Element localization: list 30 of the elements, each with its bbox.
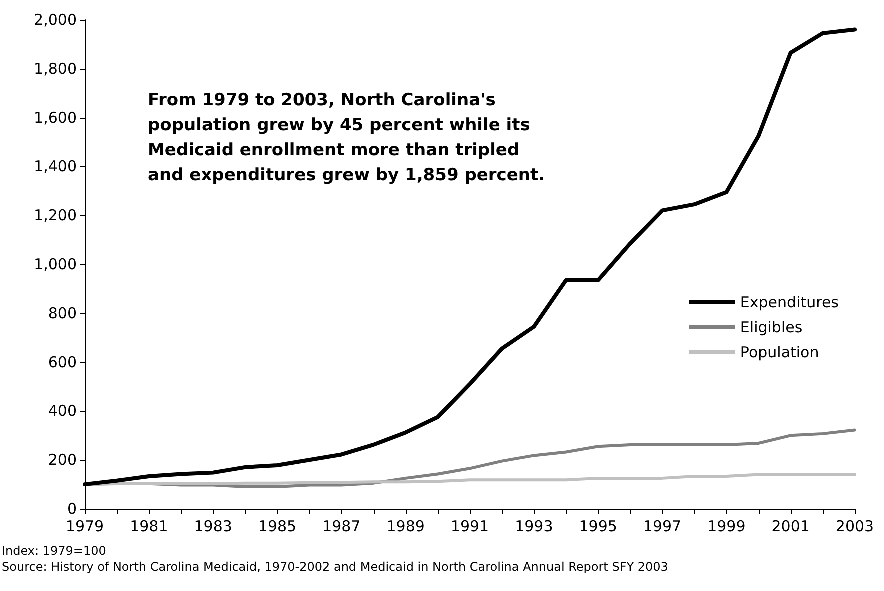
text: Index: 1979=100 xyxy=(2,544,106,558)
legend-label: Eligibles xyxy=(740,318,803,336)
legend-label: Population xyxy=(740,344,820,362)
annotation: From 1979 to 2003, North Carolina's population grew by 45 percent while its Medicaid enrollment more than tripled and expenditures grew by 1,859 percent. xyxy=(148,90,546,186)
x-tick-label: 1991 xyxy=(450,518,490,536)
y-tick-label: 200 xyxy=(48,451,77,470)
legend-label: Expenditures xyxy=(740,294,840,312)
x-tick-label: 1983 xyxy=(194,518,232,536)
x-tick-label: 1995 xyxy=(579,518,618,536)
x-tick-label: 1989 xyxy=(386,518,425,536)
y-tick-label: 2,000 xyxy=(34,11,77,29)
x-tick-label: 1997 xyxy=(643,518,682,536)
y-tick-label: 1,400 xyxy=(34,158,77,176)
x-tick-label: 2003 xyxy=(836,518,874,536)
y-tick-label: 800 xyxy=(48,304,77,322)
y-tick-label: 1,200 xyxy=(34,206,77,225)
y-tick-label: 1,000 xyxy=(34,256,77,274)
x-tick-label: 1985 xyxy=(258,518,297,536)
y-tick-label: 1,800 xyxy=(34,60,77,78)
x-tick-label: 1981 xyxy=(130,518,168,536)
x-tick-label: 1987 xyxy=(322,518,361,536)
y-tick-label: 0 xyxy=(67,500,77,518)
y-tick-label: 400 xyxy=(48,402,77,420)
x-tick-label: 1979 xyxy=(66,518,104,536)
x-tick-label: 1999 xyxy=(708,518,746,536)
source-note: Source: History of North Carolina Medicaid, 1970-2002 and Medicaid in North Carolina Annual Report SFY 2003 xyxy=(2,560,668,574)
y-tick-label: 600 xyxy=(48,353,77,372)
x-tick-label: 2001 xyxy=(772,518,810,536)
y-tick-label: 1,600 xyxy=(34,108,77,127)
x-tick-label: 1993 xyxy=(515,518,554,536)
